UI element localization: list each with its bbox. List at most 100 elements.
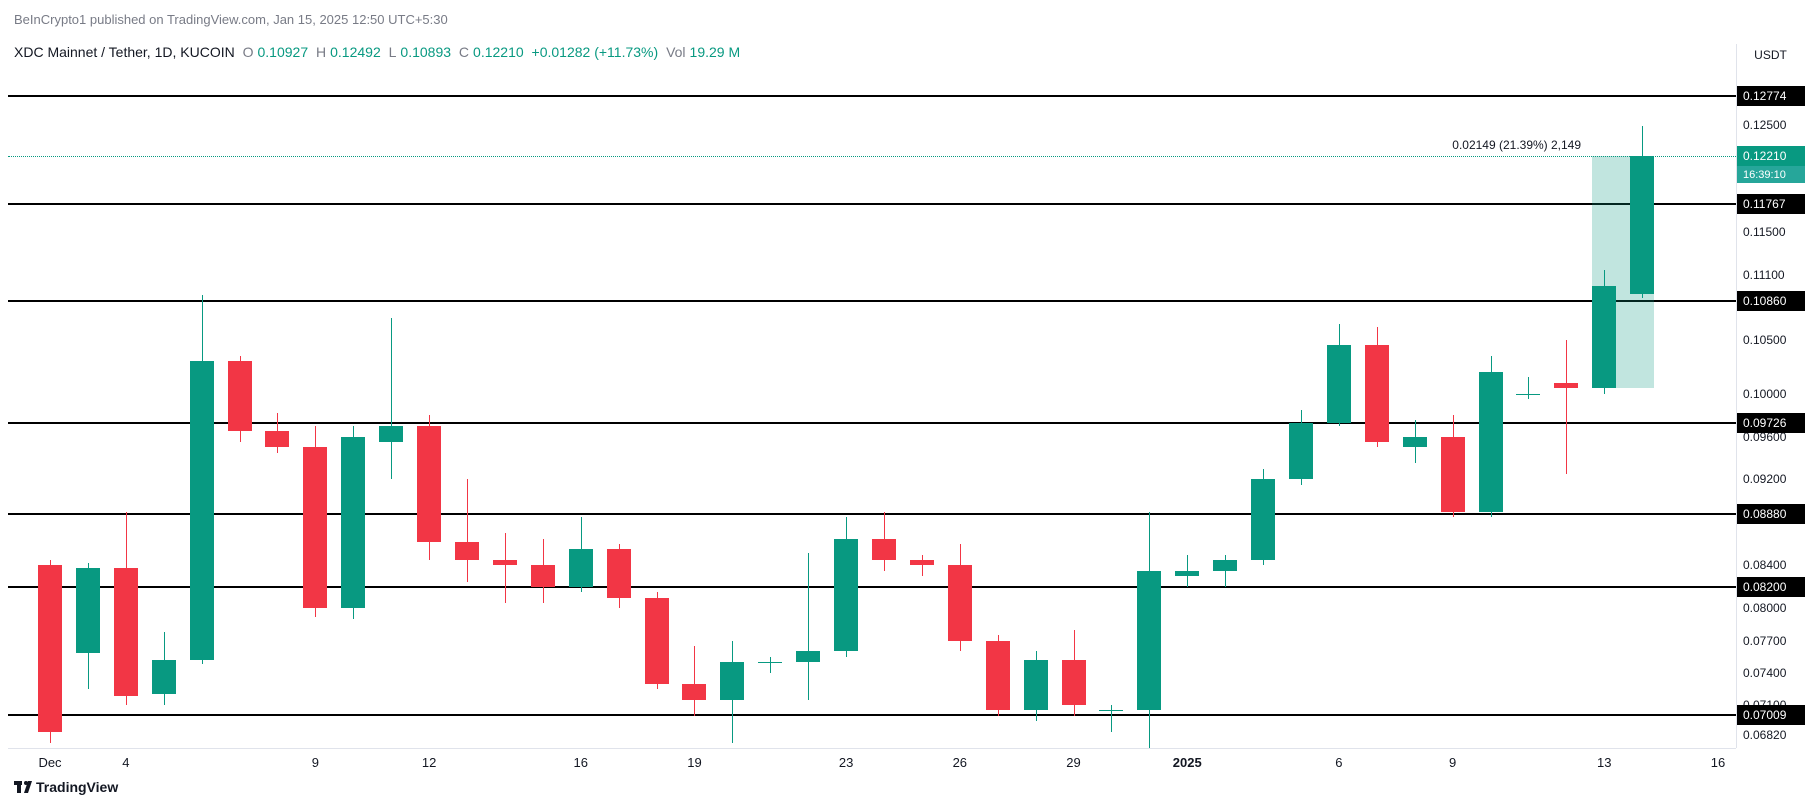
- candle[interactable]: [758, 66, 782, 748]
- price-tick: 0.12500: [1743, 118, 1786, 132]
- price-tick: 0.08000: [1743, 601, 1786, 615]
- time-tick: 29: [1066, 755, 1080, 770]
- time-tick: 6: [1335, 755, 1342, 770]
- candle[interactable]: [569, 66, 593, 748]
- candle[interactable]: [38, 66, 62, 748]
- chart-pane[interactable]: 0.02149 (21.39%) 2,149: [8, 66, 1736, 748]
- candle-body: [872, 539, 896, 560]
- candle[interactable]: [645, 66, 669, 748]
- candle-body: [341, 437, 365, 609]
- candle[interactable]: [948, 66, 972, 748]
- o-val: 0.10927: [258, 44, 309, 60]
- candle[interactable]: [303, 66, 327, 748]
- vol-val: 19.29 M: [690, 44, 741, 60]
- candle[interactable]: [1137, 66, 1161, 748]
- candle[interactable]: [1403, 66, 1427, 748]
- candle[interactable]: [1175, 66, 1199, 748]
- candle-body: [1403, 437, 1427, 448]
- candle[interactable]: [1441, 66, 1465, 748]
- candle-body: [910, 560, 934, 565]
- time-tick: 23: [839, 755, 853, 770]
- candle[interactable]: [1327, 66, 1351, 748]
- candle[interactable]: [910, 66, 934, 748]
- candle[interactable]: [190, 66, 214, 748]
- price-tick: 0.06820: [1743, 728, 1786, 742]
- candle[interactable]: [834, 66, 858, 748]
- candle-body: [1327, 345, 1351, 422]
- candle-body: [1516, 394, 1540, 395]
- candle-body: [569, 549, 593, 587]
- chg-val: +0.01282 (+11.73%): [532, 44, 659, 60]
- candle-body: [379, 426, 403, 442]
- candle[interactable]: [265, 66, 289, 748]
- candle[interactable]: [493, 66, 517, 748]
- candle[interactable]: [1554, 66, 1578, 748]
- candle[interactable]: [228, 66, 252, 748]
- candle[interactable]: [1365, 66, 1389, 748]
- price-tick: 0.11100: [1743, 268, 1785, 282]
- candle[interactable]: [417, 66, 441, 748]
- candle[interactable]: [1630, 66, 1654, 748]
- candle[interactable]: [1213, 66, 1237, 748]
- candle-wick: [1111, 705, 1112, 732]
- candle-body: [1289, 423, 1313, 480]
- candle[interactable]: [1099, 66, 1123, 748]
- candle-body: [417, 426, 441, 542]
- candle[interactable]: [986, 66, 1010, 748]
- candle-body: [228, 361, 252, 431]
- candle[interactable]: [1062, 66, 1086, 748]
- time-tick: 4: [122, 755, 129, 770]
- candle[interactable]: [341, 66, 365, 748]
- candle-body: [38, 565, 62, 731]
- l-label: L: [389, 44, 397, 60]
- candle-wick: [467, 479, 468, 581]
- candle[interactable]: [1251, 66, 1275, 748]
- candle[interactable]: [76, 66, 100, 748]
- candle-body: [1024, 660, 1048, 710]
- candle[interactable]: [1516, 66, 1540, 748]
- time-axis[interactable]: Dec491216192326292025691316: [8, 748, 1736, 778]
- candle-body: [76, 568, 100, 654]
- axis-header: USDT: [1736, 44, 1804, 66]
- candle[interactable]: [1479, 66, 1503, 748]
- candle[interactable]: [1024, 66, 1048, 748]
- h-label: H: [316, 44, 326, 60]
- hline-price-label: 0.08880: [1737, 504, 1805, 524]
- candle[interactable]: [531, 66, 555, 748]
- time-tick: 2025: [1173, 755, 1202, 770]
- price-tick: 0.10000: [1743, 387, 1786, 401]
- candle-body: [455, 542, 479, 560]
- hline-price-label: 0.09726: [1737, 413, 1805, 433]
- candle[interactable]: [114, 66, 138, 748]
- candle[interactable]: [1592, 66, 1616, 748]
- candle[interactable]: [796, 66, 820, 748]
- candle[interactable]: [872, 66, 896, 748]
- o-label: O: [243, 44, 254, 60]
- price-tick: 0.07400: [1743, 666, 1786, 680]
- countdown-label: 16:39:10: [1737, 166, 1805, 183]
- candle[interactable]: [682, 66, 706, 748]
- price-axis[interactable]: 0.125000.115000.111000.105000.100000.096…: [1736, 66, 1804, 748]
- candle-body: [1062, 660, 1086, 705]
- hline-price-label: 0.07009: [1737, 705, 1805, 725]
- candle[interactable]: [152, 66, 176, 748]
- candle[interactable]: [720, 66, 744, 748]
- candle-body: [1365, 345, 1389, 442]
- candle-wick: [922, 555, 923, 576]
- candle[interactable]: [455, 66, 479, 748]
- candle[interactable]: [379, 66, 403, 748]
- candle[interactable]: [607, 66, 631, 748]
- candle-body: [265, 431, 289, 447]
- symbol-title: XDC Mainnet / Tether, 1D, KUCOIN: [14, 44, 235, 60]
- candle[interactable]: [1289, 66, 1313, 748]
- l-val: 0.10893: [400, 44, 451, 60]
- candle-body: [1592, 286, 1616, 388]
- time-tick: Dec: [38, 755, 61, 770]
- candle-body: [1479, 372, 1503, 512]
- candle-body: [1441, 437, 1465, 512]
- candle-body: [1251, 479, 1275, 560]
- candle-body: [645, 598, 669, 684]
- candle-body: [190, 361, 214, 660]
- candle-body: [607, 549, 631, 597]
- candle-wick: [808, 553, 809, 700]
